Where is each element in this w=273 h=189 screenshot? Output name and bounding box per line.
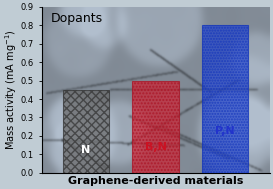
Y-axis label: Mass activity (mA mg$^{-1}$): Mass activity (mA mg$^{-1}$) bbox=[4, 29, 19, 150]
Text: N: N bbox=[81, 145, 91, 155]
X-axis label: Graphene-derived materials: Graphene-derived materials bbox=[68, 176, 243, 186]
Bar bbox=[132, 81, 179, 173]
Bar bbox=[202, 25, 248, 173]
Text: B,N: B,N bbox=[145, 142, 167, 152]
Text: Dopants: Dopants bbox=[51, 12, 103, 25]
Text: P,N: P,N bbox=[215, 126, 235, 136]
Bar bbox=[63, 90, 109, 173]
